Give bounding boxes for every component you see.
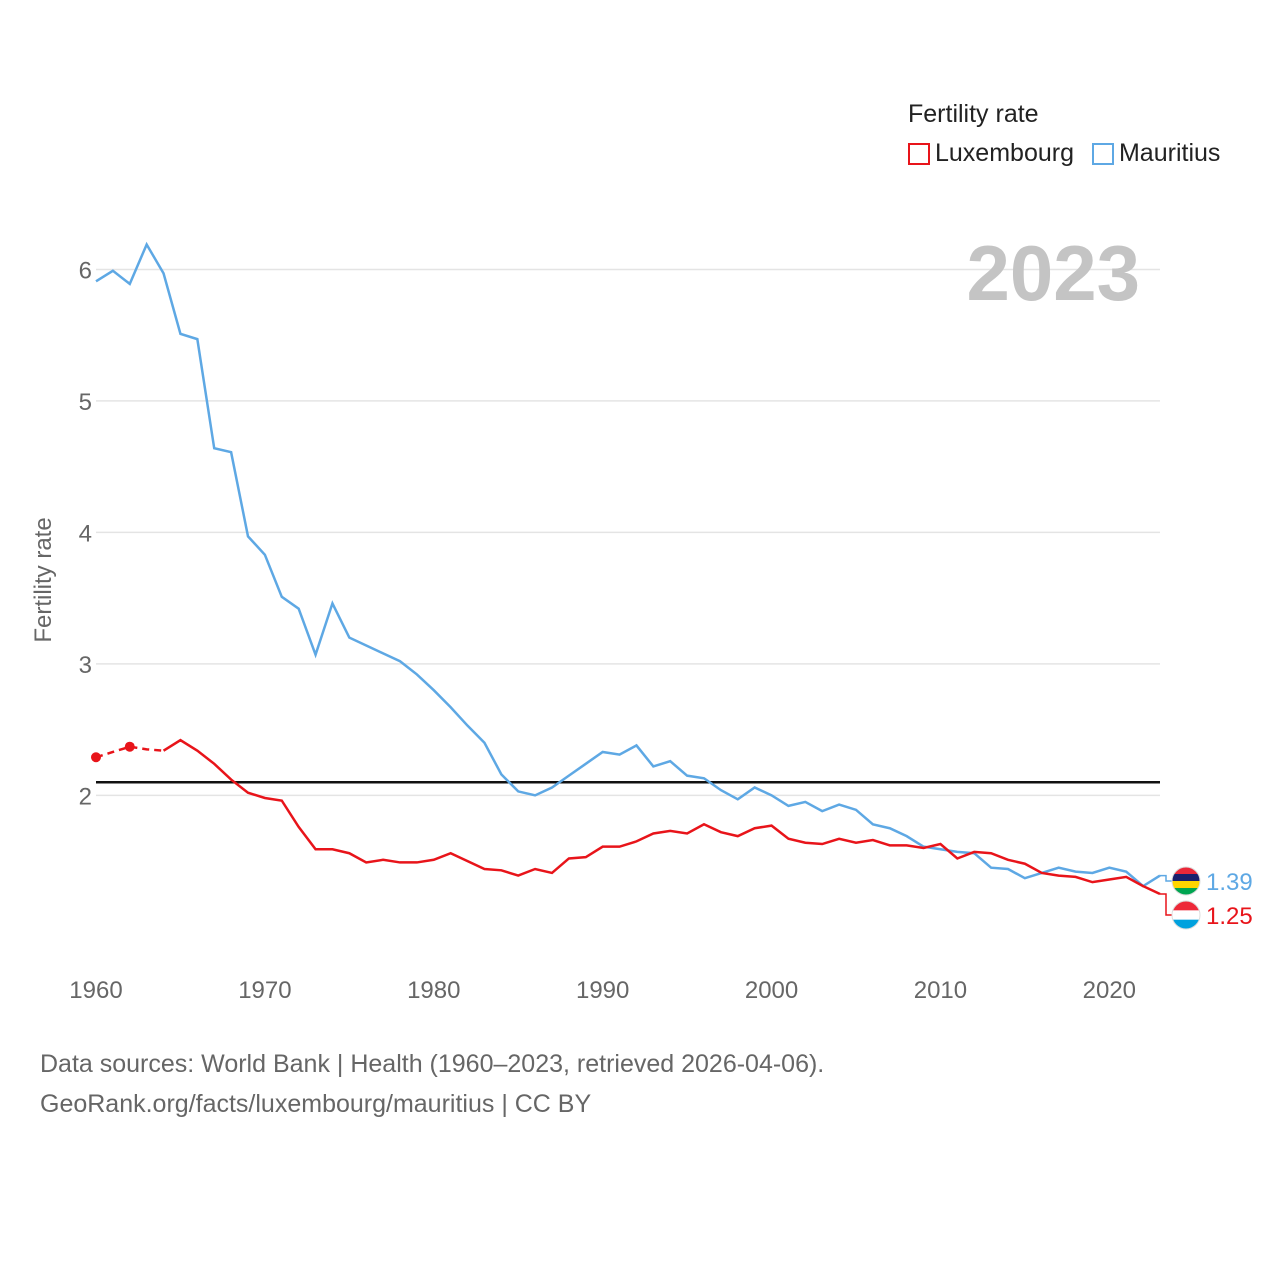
flag-stripe: [1172, 881, 1200, 889]
y-axis: 2 3 4 5 6: [79, 257, 92, 810]
source-line: Data sources: World Bank | Health (1960–…: [40, 1050, 825, 1078]
legend-title: Fertility rate: [908, 100, 1039, 128]
x-tick-label: 2000: [745, 977, 798, 1004]
flag-stripe: [1172, 901, 1200, 911]
flag-luxembourg-icon: [1171, 900, 1201, 930]
legend-item-luxembourg[interactable]: Luxembourg: [908, 139, 1074, 168]
data-point-marker: [124, 741, 135, 752]
x-axis: 1960 1970 1980 1990 2000 2010 2020: [69, 977, 1136, 1004]
x-tick-label: 1980: [407, 977, 460, 1004]
flag-border: [1171, 866, 1201, 896]
flag-mauritius-icon: [1171, 866, 1201, 896]
legend: Fertility rate Luxembourg Mauritius: [908, 100, 1220, 168]
end-value-luxembourg: 1.25: [1206, 903, 1253, 930]
legend-swatch: [1091, 142, 1114, 165]
legend-label: Mauritius: [1118, 139, 1221, 167]
end-connector: [1160, 893, 1172, 916]
flag-stripe: [1172, 919, 1200, 929]
series-line-luxembourg: [162, 738, 1161, 896]
x-tick-label: 1990: [576, 977, 629, 1004]
source-note: Data sources: World Bank | Health (1960–…: [40, 1044, 824, 1124]
y-tick-label: 3: [79, 652, 92, 679]
y-tick-label: 4: [79, 520, 92, 547]
flag-stripe: [1172, 874, 1200, 882]
legend-item-mauritius[interactable]: Mauritius: [1091, 139, 1221, 168]
y-tick-label: 6: [79, 257, 92, 284]
legend-swatch: [908, 142, 930, 165]
flag-stripe: [1172, 867, 1200, 875]
x-tick-label: 2010: [914, 977, 967, 1004]
end-connector: [1160, 874, 1172, 882]
end-value-mauritius: 1.39: [1206, 869, 1253, 896]
x-tick-label: 1970: [238, 977, 291, 1004]
flag-border: [1171, 900, 1201, 930]
y-axis-label: Fertility rate: [30, 517, 57, 642]
legend-label: Luxembourg: [935, 139, 1074, 167]
flag-stripe: [1172, 910, 1200, 921]
year-title: 2023: [966, 229, 1140, 317]
series-line-mauritius: [95, 241, 1161, 888]
x-tick-label: 2020: [1083, 977, 1136, 1004]
end-labels: 1.25 1.39: [1160, 866, 1253, 930]
grid-lines: [96, 268, 1160, 797]
series-group: [91, 241, 1161, 896]
x-tick-label: 1960: [69, 977, 122, 1004]
y-tick-label: 5: [79, 389, 92, 416]
source-link[interactable]: GeoRank.org/facts/luxembourg/mauritius |…: [40, 1090, 592, 1118]
flag-stripe: [1172, 888, 1200, 895]
y-tick-label: 2: [79, 783, 92, 810]
data-point-marker: [91, 752, 101, 763]
